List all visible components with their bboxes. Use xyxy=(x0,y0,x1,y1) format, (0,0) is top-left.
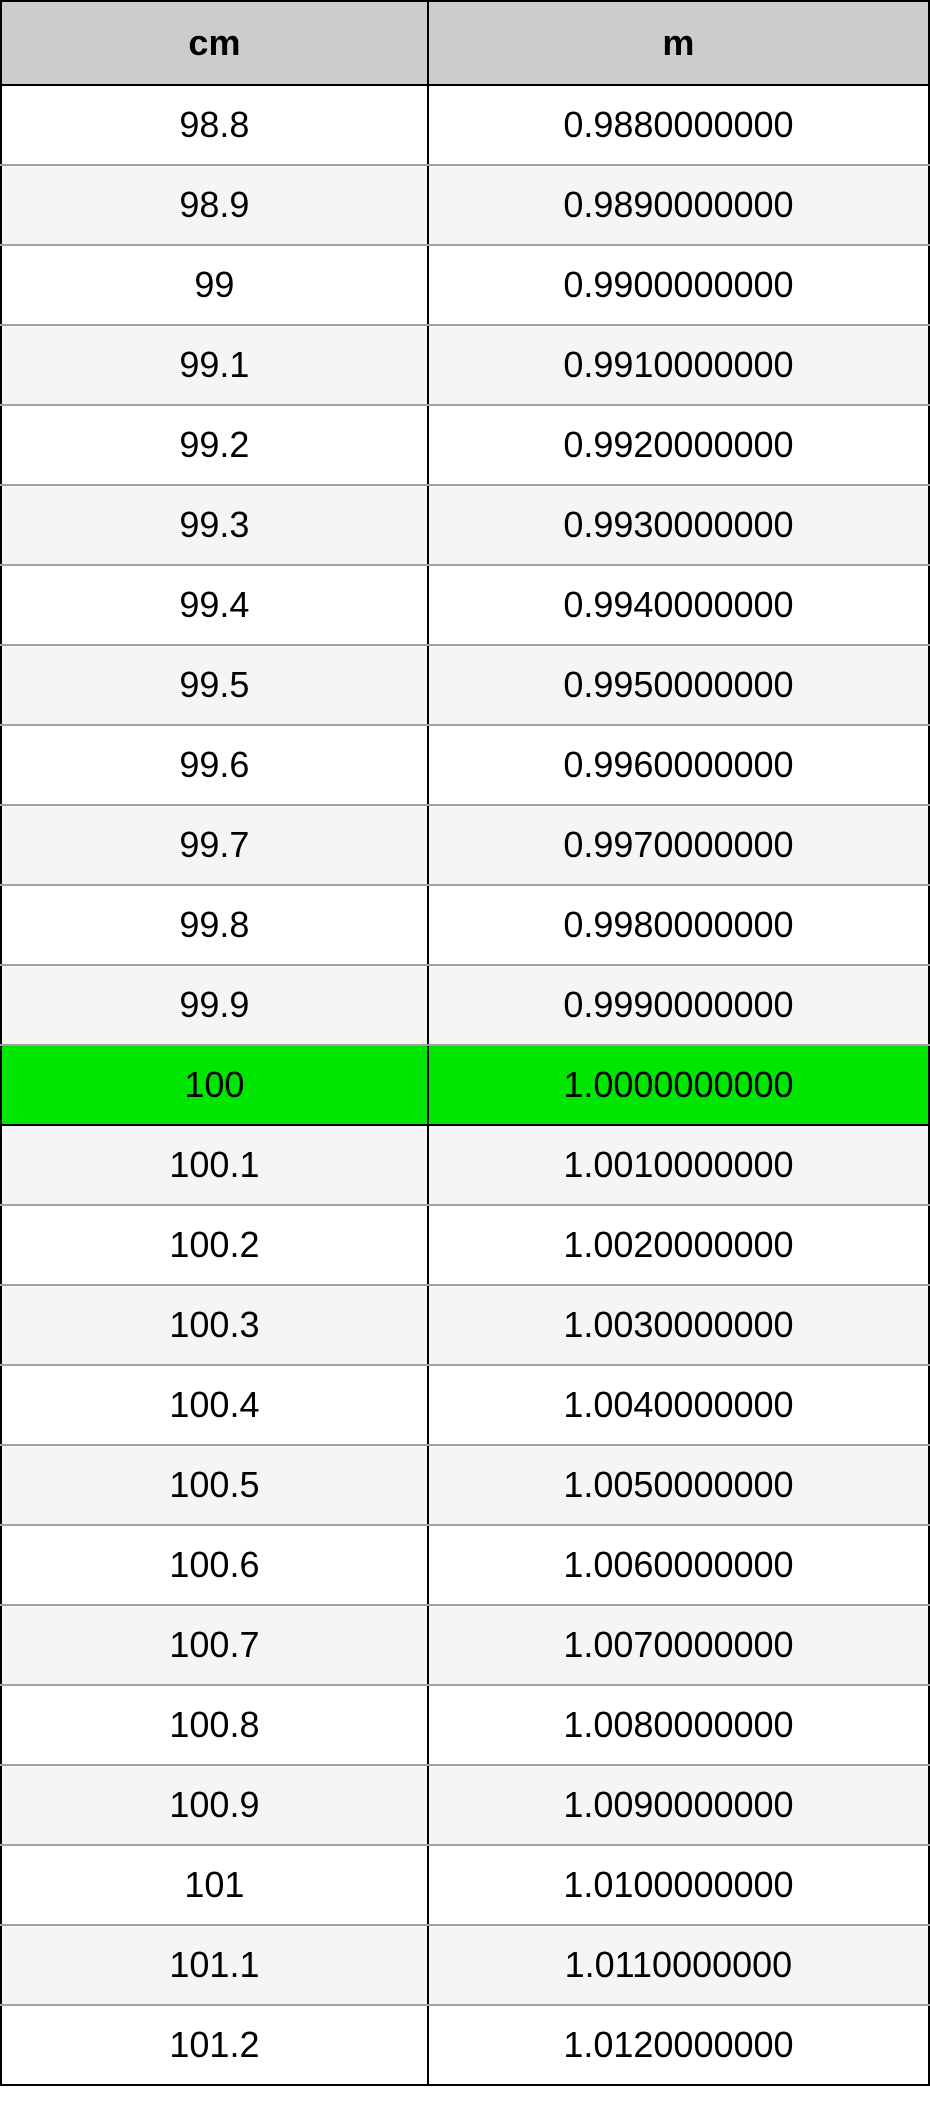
cell-m: 0.9950000000 xyxy=(428,645,929,725)
cell-m: 0.9890000000 xyxy=(428,165,929,245)
cell-m: 0.9930000000 xyxy=(428,485,929,565)
cell-m: 1.0060000000 xyxy=(428,1525,929,1605)
cell-m: 1.0120000000 xyxy=(428,2005,929,2085)
cell-cm: 100.5 xyxy=(1,1445,428,1525)
table-row: 99.80.9980000000 xyxy=(1,885,929,965)
cell-cm: 98.8 xyxy=(1,85,428,165)
cell-m: 0.9910000000 xyxy=(428,325,929,405)
cell-cm: 99.8 xyxy=(1,885,428,965)
table-row: 99.60.9960000000 xyxy=(1,725,929,805)
cell-m: 0.9960000000 xyxy=(428,725,929,805)
table-row: 101.11.0110000000 xyxy=(1,1925,929,2005)
cell-m: 1.0020000000 xyxy=(428,1205,929,1285)
table-row: 99.20.9920000000 xyxy=(1,405,929,485)
table-row: 101.21.0120000000 xyxy=(1,2005,929,2085)
cell-m: 1.0100000000 xyxy=(428,1845,929,1925)
table-row: 100.71.0070000000 xyxy=(1,1605,929,1685)
cell-cm: 100.4 xyxy=(1,1365,428,1445)
cell-cm: 99.6 xyxy=(1,725,428,805)
cell-cm: 99.1 xyxy=(1,325,428,405)
cell-cm: 101.2 xyxy=(1,2005,428,2085)
table-row: 990.9900000000 xyxy=(1,245,929,325)
cell-cm: 100.2 xyxy=(1,1205,428,1285)
table-row: 100.81.0080000000 xyxy=(1,1685,929,1765)
table-row: 100.31.0030000000 xyxy=(1,1285,929,1365)
table-row: 99.70.9970000000 xyxy=(1,805,929,885)
table-row: 98.80.9880000000 xyxy=(1,85,929,165)
cell-m: 1.0010000000 xyxy=(428,1125,929,1205)
table-row: 99.40.9940000000 xyxy=(1,565,929,645)
table-row: 100.21.0020000000 xyxy=(1,1205,929,1285)
cell-m: 0.9940000000 xyxy=(428,565,929,645)
cell-m: 0.9900000000 xyxy=(428,245,929,325)
cell-m: 1.0070000000 xyxy=(428,1605,929,1685)
column-header-cm: cm xyxy=(1,1,428,85)
table-row: 98.90.9890000000 xyxy=(1,165,929,245)
table-row: 100.61.0060000000 xyxy=(1,1525,929,1605)
cell-cm: 100.8 xyxy=(1,1685,428,1765)
cell-cm: 99.2 xyxy=(1,405,428,485)
table-row: 100.41.0040000000 xyxy=(1,1365,929,1445)
cell-m: 0.9920000000 xyxy=(428,405,929,485)
column-header-m: m xyxy=(428,1,929,85)
cell-cm: 99 xyxy=(1,245,428,325)
cell-cm: 100.9 xyxy=(1,1765,428,1845)
conversion-table: cm m 98.80.988000000098.90.9890000000990… xyxy=(0,0,930,2086)
cell-cm: 101.1 xyxy=(1,1925,428,2005)
cell-cm: 99.3 xyxy=(1,485,428,565)
table-header-row: cm m xyxy=(1,1,929,85)
cell-m: 0.9990000000 xyxy=(428,965,929,1045)
cell-cm: 99.5 xyxy=(1,645,428,725)
cell-m: 0.9980000000 xyxy=(428,885,929,965)
cell-cm: 100.7 xyxy=(1,1605,428,1685)
table-row: 1011.0100000000 xyxy=(1,1845,929,1925)
table-row: 100.51.0050000000 xyxy=(1,1445,929,1525)
table-row: 100.11.0010000000 xyxy=(1,1125,929,1205)
cell-cm: 100.6 xyxy=(1,1525,428,1605)
cell-m: 1.0040000000 xyxy=(428,1365,929,1445)
cell-m: 1.0000000000 xyxy=(428,1045,929,1125)
cell-m: 1.0090000000 xyxy=(428,1765,929,1845)
cell-cm: 100.3 xyxy=(1,1285,428,1365)
cell-cm: 99.7 xyxy=(1,805,428,885)
table-row: 99.10.9910000000 xyxy=(1,325,929,405)
cell-cm: 99.4 xyxy=(1,565,428,645)
table-row: 1001.0000000000 xyxy=(1,1045,929,1125)
table-row: 100.91.0090000000 xyxy=(1,1765,929,1845)
cell-cm: 100.1 xyxy=(1,1125,428,1205)
cell-cm: 100 xyxy=(1,1045,428,1125)
cell-m: 1.0080000000 xyxy=(428,1685,929,1765)
table-row: 99.50.9950000000 xyxy=(1,645,929,725)
cell-m: 1.0050000000 xyxy=(428,1445,929,1525)
table-row: 99.30.9930000000 xyxy=(1,485,929,565)
cell-m: 0.9970000000 xyxy=(428,805,929,885)
cell-m: 1.0030000000 xyxy=(428,1285,929,1365)
table-row: 99.90.9990000000 xyxy=(1,965,929,1045)
cell-m: 0.9880000000 xyxy=(428,85,929,165)
cell-cm: 101 xyxy=(1,1845,428,1925)
cell-cm: 98.9 xyxy=(1,165,428,245)
cell-m: 1.0110000000 xyxy=(428,1925,929,2005)
cell-cm: 99.9 xyxy=(1,965,428,1045)
